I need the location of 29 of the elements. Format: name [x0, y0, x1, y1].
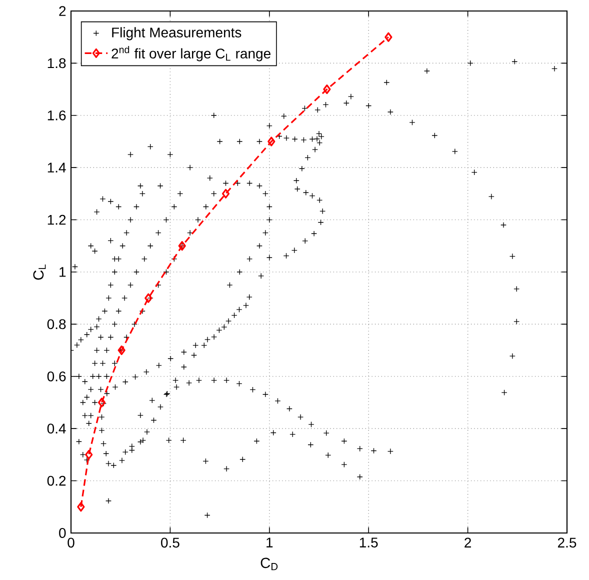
point — [144, 293, 152, 303]
y-tick-label: 1.8 — [48, 58, 66, 68]
point — [77, 502, 85, 512]
y-tick-label: 0.8 — [47, 319, 66, 330]
x-tick-label: 1 — [266, 538, 273, 548]
y-tick-label: 1.4 — [48, 162, 66, 172]
y-tick-label: 1 — [60, 267, 66, 277]
point — [222, 188, 230, 198]
x-tick-label: 0 — [68, 538, 74, 548]
x-tick-label: 0.5 — [161, 538, 180, 548]
y-axis-title: C$_{L}$ — [33, 264, 46, 280]
point — [268, 136, 276, 146]
point — [384, 32, 392, 42]
y-tick-label: 1.6 — [48, 110, 66, 120]
legend-label: Flight Measurements — [112, 27, 242, 40]
point — [85, 450, 93, 460]
point — [98, 398, 106, 408]
y-tick-label: 0.6 — [47, 371, 66, 382]
y-tick-label: 0 — [59, 528, 66, 538]
x-tick-label: 2.5 — [558, 538, 576, 548]
x-tick-label: 2 — [464, 538, 471, 548]
y-tick-label: 1.2 — [48, 214, 66, 225]
y-tick-label: 2 — [59, 6, 66, 16]
x-tick-label: 1.5 — [360, 538, 378, 548]
point — [323, 84, 331, 94]
y-tick-label: 0.4 — [47, 424, 66, 434]
legend-label: 2$^{nd}$ fit over large C$_{L}$ range — [112, 46, 270, 62]
y-tick-label: 0.2 — [47, 476, 66, 486]
x-axis-title: C$_{D}$ — [260, 558, 278, 570]
